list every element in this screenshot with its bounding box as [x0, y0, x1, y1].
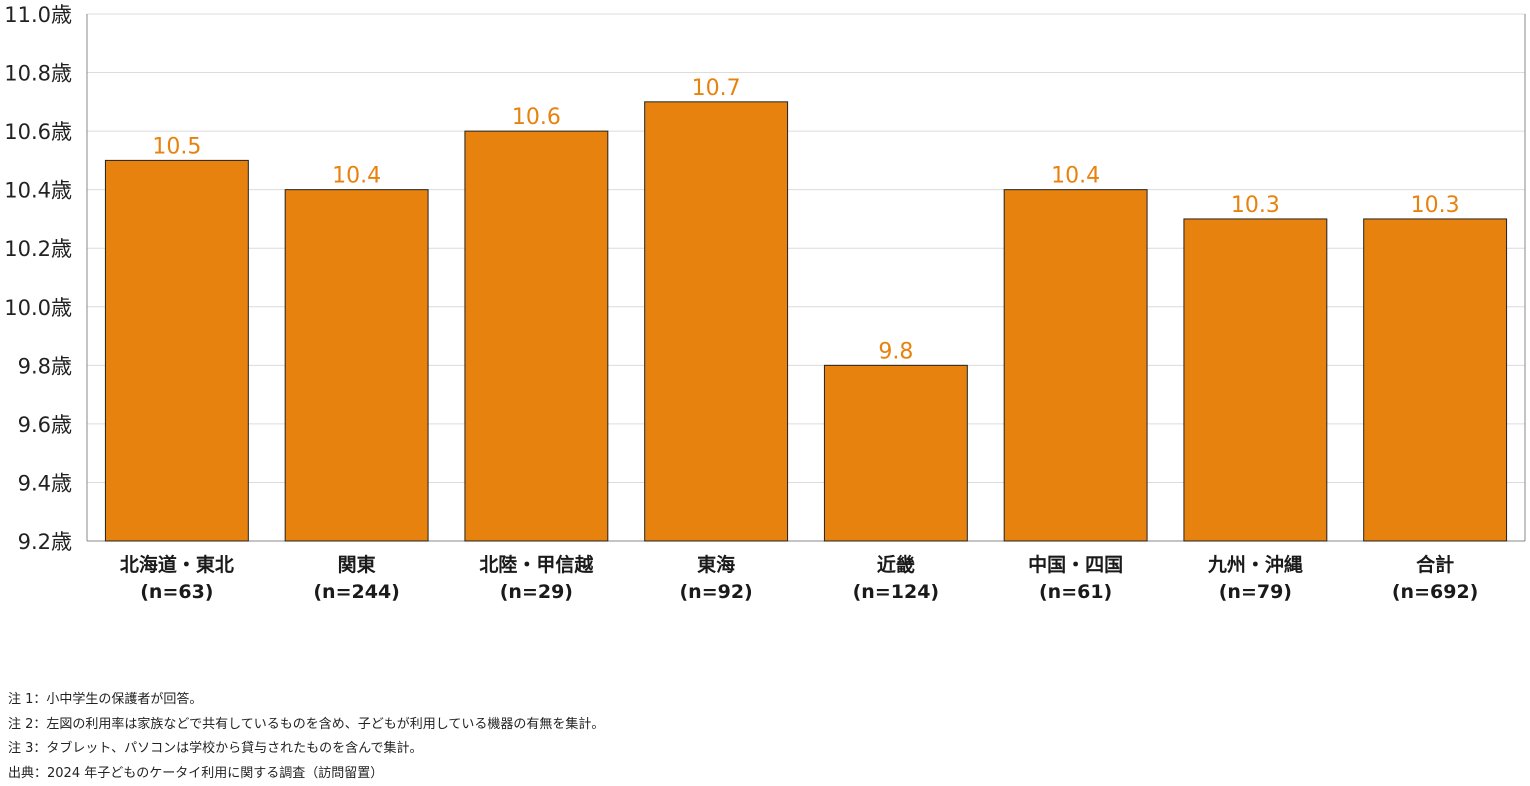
bar [465, 131, 608, 541]
y-tick-label: 10.4歳 [4, 179, 72, 203]
y-tick-label: 10.8歳 [4, 62, 72, 86]
data-label: 10.6 [512, 105, 561, 130]
source-note: 出典：2024 年子どものケータイ利用に関する調査（訪問留置） [8, 762, 604, 786]
x-tick-sample-size: (n=692) [1392, 581, 1478, 603]
x-tick-sample-size: (n=63) [140, 581, 213, 603]
y-tick-label: 10.0歳 [4, 296, 72, 320]
bar-chart: 10.5 10.4 10.6 10.7 9.8 10.4 10.3 10.3 9.2歳 9.4歳… [0, 0, 1530, 680]
data-label: 10.4 [1051, 164, 1100, 189]
y-tick-label: 11.0歳 [4, 3, 72, 27]
x-tick-label: 北海道・東北 [120, 553, 234, 576]
data-label: 9.8 [878, 339, 913, 364]
note-3: 注 3：タブレット、パソコンは学校から貸与されたものを含んで集計。 [8, 737, 604, 762]
data-label: 10.3 [1231, 193, 1280, 218]
x-tick-label: 合計 [1416, 553, 1454, 576]
x-tick-sample-size: (n=29) [500, 581, 573, 603]
y-tick-label: 10.2歳 [4, 237, 72, 261]
note-1: 注 1：小中学生の保護者が回答。 [8, 688, 604, 713]
data-label: 10.7 [692, 76, 741, 101]
bar [1004, 190, 1147, 541]
y-tick-label: 9.8歳 [18, 354, 72, 378]
x-tick-sample-size: (n=244) [313, 581, 399, 603]
x-tick-label: 北陸・甲信越 [479, 553, 594, 576]
note-2: 注 2：左図の利用率は家族などで共有しているものを含め、子どもが利用している機器… [8, 713, 604, 738]
chart-notes: 注 1：小中学生の保護者が回答。 注 2：左図の利用率は家族などで共有しているも… [8, 688, 604, 786]
x-tick-label: 東海 [697, 553, 735, 576]
x-tick-label: 関東 [338, 553, 376, 576]
bar [1364, 219, 1507, 541]
x-tick-sample-size: (n=124) [853, 581, 939, 603]
bar [824, 365, 967, 541]
x-tick-label: 九州・沖縄 [1207, 553, 1303, 576]
data-label: 10.4 [332, 164, 381, 189]
y-tick-label: 9.6歳 [18, 413, 72, 437]
x-tick-label: 中国・四国 [1028, 553, 1123, 576]
data-label: 10.5 [152, 134, 201, 159]
x-tick-sample-size: (n=61) [1039, 581, 1112, 603]
x-tick-sample-size: (n=92) [679, 581, 752, 603]
x-tick-sample-size: (n=79) [1219, 581, 1292, 603]
y-tick-label: 9.2歳 [18, 530, 72, 554]
bar [105, 160, 248, 541]
x-tick-label: 近畿 [877, 553, 915, 576]
data-label: 10.3 [1411, 193, 1460, 218]
bar [645, 102, 788, 541]
y-tick-label: 9.4歳 [18, 471, 72, 495]
y-tick-label: 10.6歳 [4, 120, 72, 144]
bar [285, 190, 428, 541]
bar [1184, 219, 1327, 541]
